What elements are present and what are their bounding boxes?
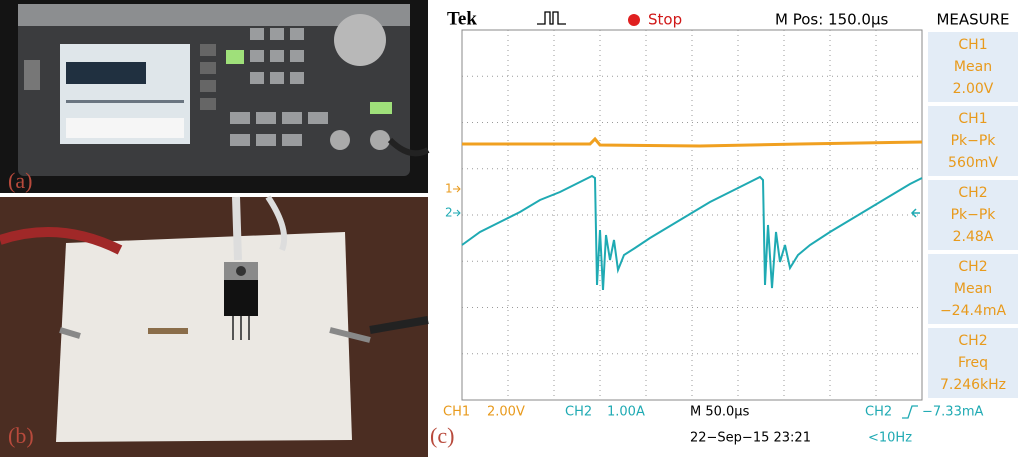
marker-arrow <box>453 210 460 216</box>
trigger-icon <box>537 12 566 24</box>
scope: Tek Stop M Pos: 150.0µs MEASURE 1 2 CH1 M… <box>443 8 1018 445</box>
measure-text: CH2 <box>958 259 987 275</box>
channel-marker: 1 <box>445 182 453 196</box>
stop-dot <box>628 14 640 26</box>
channel-marker: 2 <box>445 206 453 220</box>
status-value: −7.33mA <box>922 405 984 420</box>
measure-text: 7.246kHz <box>940 377 1006 393</box>
scope-position: M Pos: 150.0µs <box>775 11 889 29</box>
measure-text: −24.4mA <box>940 303 1007 319</box>
measure-text: 2.48A <box>953 229 994 245</box>
photo-generator <box>0 0 428 193</box>
measure-text: CH2 <box>958 333 987 349</box>
measure-title: MEASURE <box>936 11 1009 29</box>
panel-label: (b) <box>8 423 34 448</box>
measure-text: Pk−Pk <box>951 133 997 149</box>
measure-text: Mean <box>954 281 992 297</box>
status-frequency: <10Hz <box>868 431 912 446</box>
measure-text: 560mV <box>948 155 998 171</box>
measure-text: CH1 <box>958 111 987 127</box>
status-label: CH1 <box>443 405 470 420</box>
measure-panel: CH1 Mean 2.00V CH1 Pk−Pk 560mV CH2 Pk−Pk 2.48A CH… <box>928 32 1018 398</box>
status-value: 1.00A <box>607 405 645 420</box>
figure: (a) (b) (c) Tek Stop M Pos: 150.0µs MEAS… <box>0 0 1019 457</box>
panel-label: (c) <box>430 423 454 448</box>
status-label: CH2 <box>865 405 892 420</box>
measure-text: CH1 <box>958 37 987 53</box>
scope-brand: Tek <box>447 8 477 29</box>
measure-text: Mean <box>954 59 992 75</box>
measure-text: Freq <box>958 355 988 371</box>
status-timebase: M 50.0µs <box>690 405 750 420</box>
measure-text: 2.00V <box>953 81 994 97</box>
status-value: 2.00V <box>487 405 525 420</box>
trigger-slope <box>902 406 918 418</box>
measure-text: CH2 <box>958 185 987 201</box>
measure-text: Pk−Pk <box>951 207 997 223</box>
scope-state: Stop <box>648 11 682 29</box>
marker-arrow <box>453 186 460 192</box>
panel-label: (a) <box>8 168 32 193</box>
photo-board <box>0 197 428 457</box>
status-datetime: 22−Sep−15 23:21 <box>690 431 811 446</box>
status-label: CH2 <box>565 405 592 420</box>
